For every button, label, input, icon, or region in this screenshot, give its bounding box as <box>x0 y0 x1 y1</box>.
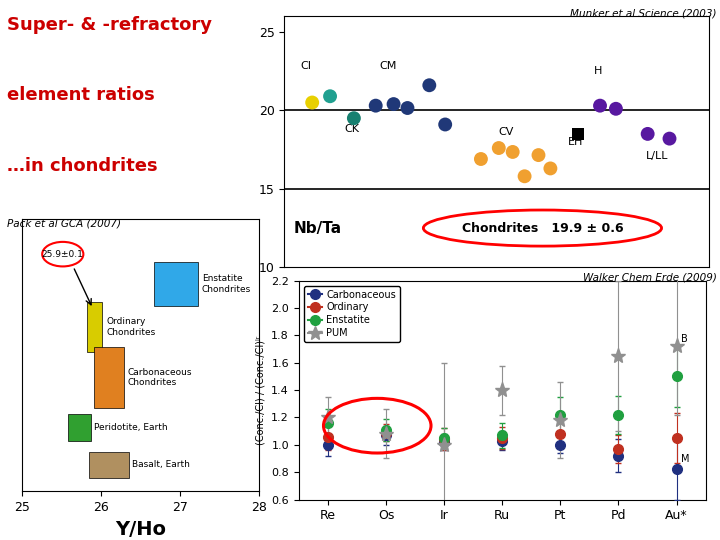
Point <box>307 98 318 107</box>
Text: Peridotite, Earth: Peridotite, Earth <box>94 423 168 432</box>
Bar <box>154 262 198 306</box>
Text: element ratios: element ratios <box>7 86 155 104</box>
Text: M: M <box>681 454 690 464</box>
Text: Enstatite
Chondrites: Enstatite Chondrites <box>202 274 251 294</box>
Text: Chondrites   19.9 ± 0.6: Chondrites 19.9 ± 0.6 <box>462 221 624 234</box>
Point <box>493 144 505 152</box>
Text: L/LL: L/LL <box>646 151 668 161</box>
Text: EH: EH <box>568 137 584 147</box>
Point <box>519 172 531 180</box>
Text: …in chondrites: …in chondrites <box>7 157 158 174</box>
Point <box>402 104 413 112</box>
Text: 25.9±0.1: 25.9±0.1 <box>42 249 84 259</box>
Bar <box>89 452 128 478</box>
Text: Walker Chem Erde (2009): Walker Chem Erde (2009) <box>582 273 716 283</box>
Point <box>572 130 584 138</box>
Point <box>423 81 435 90</box>
Ellipse shape <box>42 242 84 266</box>
X-axis label: Y/Ho: Y/Ho <box>115 519 166 539</box>
Text: Super- & -refractory: Super- & -refractory <box>7 16 212 34</box>
Legend: Carbonaceous, Ordinary, Enstatite, PUM: Carbonaceous, Ordinary, Enstatite, PUM <box>304 286 400 342</box>
Point <box>439 120 451 129</box>
Y-axis label: (Conc./CI) / (Conc./CI)ᴵʳ: (Conc./CI) / (Conc./CI)ᴵʳ <box>256 335 266 445</box>
Text: CI: CI <box>300 62 311 71</box>
Point <box>507 147 518 156</box>
Point <box>664 134 675 143</box>
Point <box>370 102 382 110</box>
Text: Basalt, Earth: Basalt, Earth <box>132 460 190 469</box>
Point <box>324 92 336 100</box>
Text: Ordinary
Chondrites: Ordinary Chondrites <box>107 318 156 337</box>
Text: CK: CK <box>344 124 359 134</box>
Ellipse shape <box>423 210 662 246</box>
Bar <box>86 302 102 352</box>
Point <box>348 114 359 123</box>
Text: Pack et al GCA (2007): Pack et al GCA (2007) <box>7 219 121 229</box>
Point <box>610 104 621 113</box>
Text: B: B <box>681 334 688 343</box>
Text: Carbonaceous
Chondrites: Carbonaceous Chondrites <box>127 368 192 387</box>
Point <box>533 151 544 159</box>
Point <box>475 154 487 163</box>
Point <box>642 130 654 138</box>
Text: CM: CM <box>379 62 397 71</box>
Text: Nb/Ta: Nb/Ta <box>293 220 341 235</box>
Bar <box>68 414 91 441</box>
Point <box>388 100 400 109</box>
Text: H: H <box>594 66 603 76</box>
Point <box>544 164 556 173</box>
Bar <box>94 347 124 408</box>
Text: CV: CV <box>499 127 514 137</box>
Point <box>594 102 606 110</box>
Text: Munker et al Science (2003): Munker et al Science (2003) <box>570 8 716 18</box>
